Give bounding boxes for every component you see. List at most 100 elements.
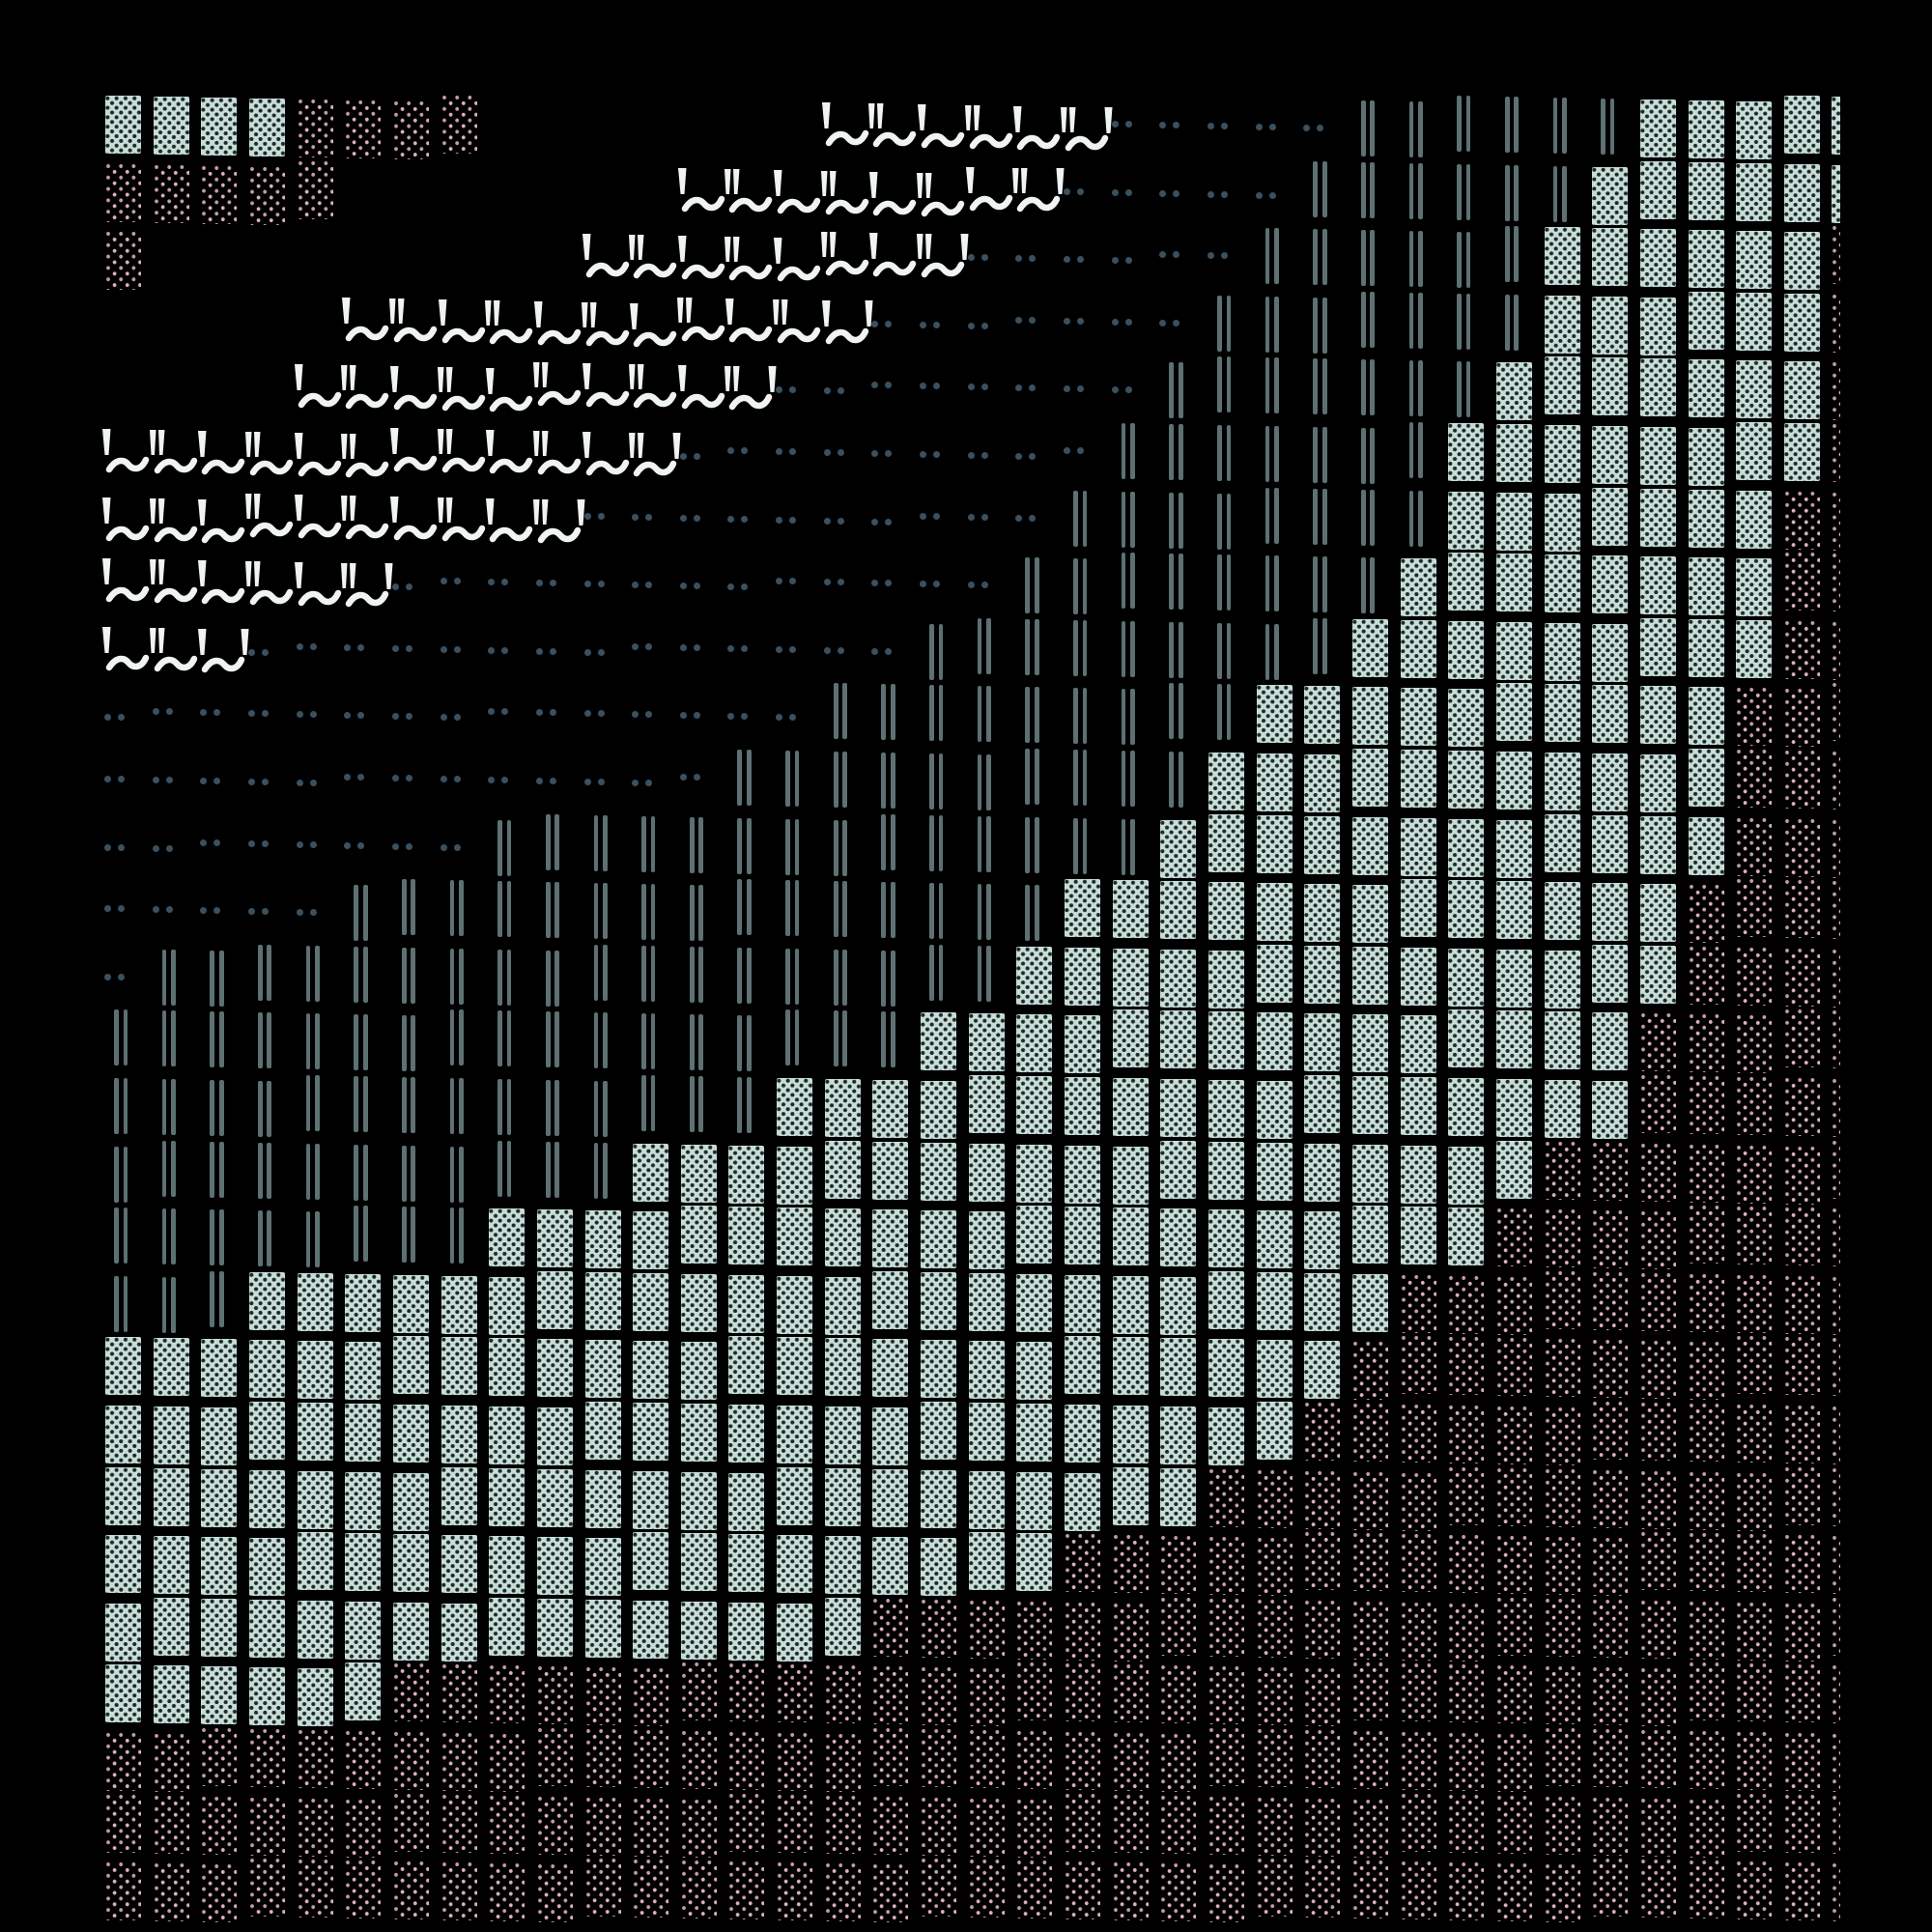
dot-pair-glyph bbox=[195, 878, 243, 944]
dense-teal-block bbox=[531, 1267, 580, 1333]
dense-teal-block bbox=[580, 1398, 628, 1463]
pink-stipple-block bbox=[963, 1795, 1011, 1861]
tilde-wave-glyph bbox=[387, 487, 438, 553]
double-bar-glyph bbox=[1298, 355, 1347, 420]
dense-teal-block bbox=[1251, 681, 1299, 747]
double-bar-glyph bbox=[339, 943, 387, 1009]
pink-stipple-block bbox=[1442, 1600, 1491, 1665]
dense-teal-block bbox=[1203, 1008, 1251, 1073]
pink-stipple-block bbox=[1347, 1468, 1395, 1534]
dense-teal-block bbox=[1059, 1469, 1107, 1535]
tilde-wave-glyph bbox=[1059, 98, 1113, 163]
dense-teal-block bbox=[819, 1334, 867, 1400]
pink-stipple-block bbox=[723, 1858, 771, 1923]
dot-pair-glyph bbox=[483, 679, 531, 745]
double-bar-glyph bbox=[292, 1140, 340, 1206]
double-bar-glyph bbox=[99, 1074, 148, 1140]
tilde-wave-glyph bbox=[723, 289, 773, 355]
tilde-wave-icon bbox=[437, 367, 485, 412]
dense-teal-block bbox=[1586, 163, 1634, 229]
double-bar-glyph bbox=[915, 941, 963, 1007]
tilde-wave-icon bbox=[341, 434, 389, 478]
dense-teal-block bbox=[1107, 1402, 1155, 1467]
dot-pair-glyph bbox=[243, 681, 292, 747]
dense-teal-block bbox=[819, 1464, 867, 1530]
tilde-wave-glyph bbox=[580, 422, 629, 488]
dense-teal-block bbox=[1586, 354, 1634, 419]
dense-teal-block bbox=[627, 1467, 675, 1533]
pink-stipple-block bbox=[483, 1662, 531, 1727]
pink-stipple-block bbox=[1826, 1860, 1840, 1925]
dense-teal-block bbox=[1298, 1337, 1347, 1403]
pink-stipple-block bbox=[1203, 1662, 1251, 1728]
dense-teal-block bbox=[771, 1600, 819, 1665]
double-bar-glyph bbox=[723, 1073, 771, 1139]
double-bar-glyph bbox=[1010, 745, 1059, 810]
dense-teal-block bbox=[1634, 96, 1683, 161]
tilde-wave-icon bbox=[629, 364, 677, 409]
dot-pair-glyph bbox=[580, 750, 628, 815]
dot-pair-glyph bbox=[771, 357, 819, 423]
tilde-wave-icon bbox=[869, 233, 917, 277]
double-bar-glyph bbox=[1442, 160, 1491, 226]
pink-stipple-block bbox=[387, 1790, 436, 1856]
pink-stipple-block bbox=[1395, 1469, 1443, 1535]
dense-teal-block bbox=[1683, 97, 1731, 162]
pink-stipple-block bbox=[1154, 1662, 1203, 1727]
dot-pair-glyph bbox=[723, 554, 771, 620]
double-bar-glyph bbox=[1395, 487, 1443, 553]
dense-teal-block bbox=[1539, 551, 1587, 616]
pink-stipple-block bbox=[1778, 1531, 1827, 1597]
dense-teal-block bbox=[675, 1598, 724, 1663]
double-bar-glyph bbox=[1491, 222, 1539, 288]
dot-pair-glyph bbox=[292, 614, 340, 680]
dense-teal-block bbox=[1010, 1141, 1059, 1207]
dense-teal-block bbox=[1586, 941, 1634, 1007]
pink-stipple-block bbox=[1778, 1600, 1827, 1665]
pink-stipple-block bbox=[723, 1728, 771, 1794]
pink-stipple-block bbox=[1586, 1139, 1634, 1205]
pink-stipple-block bbox=[1010, 1727, 1059, 1793]
pink-stipple-block bbox=[1730, 1660, 1778, 1725]
dot-pair-glyph bbox=[1203, 95, 1251, 159]
dense-teal-block bbox=[1683, 615, 1731, 681]
dot-pair-glyph bbox=[963, 355, 1011, 420]
double-bar-glyph bbox=[1107, 419, 1155, 485]
pink-stipple-block bbox=[1539, 1861, 1587, 1926]
pink-stipple-block bbox=[483, 1792, 531, 1858]
double-bar-glyph bbox=[531, 1138, 580, 1204]
tilde-wave-glyph bbox=[627, 294, 677, 359]
dense-teal-block bbox=[1010, 1010, 1059, 1076]
double-bar-glyph bbox=[148, 1273, 196, 1339]
double-bar-glyph bbox=[867, 947, 915, 1012]
double-bar-glyph bbox=[1203, 421, 1251, 487]
dot-pair-glyph bbox=[1059, 289, 1107, 355]
dense-teal-block bbox=[195, 1404, 243, 1469]
pink-stipple-block bbox=[1730, 1142, 1778, 1208]
tilde-wave-glyph bbox=[531, 490, 585, 555]
dense-teal-block bbox=[531, 1465, 580, 1531]
dense-teal-block bbox=[1730, 98, 1778, 163]
dense-teal-block bbox=[675, 1338, 724, 1404]
dense-teal-block bbox=[1634, 225, 1683, 291]
pink-stipple-block bbox=[1539, 1138, 1587, 1204]
tilde-wave-icon bbox=[342, 297, 389, 342]
dense-teal-block bbox=[1154, 1075, 1203, 1141]
dense-teal-block bbox=[1395, 875, 1443, 941]
pink-stipple-block bbox=[1203, 1465, 1251, 1531]
pink-stipple-block bbox=[1730, 875, 1778, 941]
dense-teal-block bbox=[99, 1333, 148, 1399]
dense-teal-block bbox=[963, 1140, 1011, 1206]
dense-teal-block bbox=[771, 1143, 819, 1208]
dense-teal-block bbox=[1826, 161, 1840, 227]
dense-teal-block bbox=[1826, 95, 1840, 158]
pink-stipple-block bbox=[819, 1730, 867, 1796]
double-bar-glyph bbox=[1298, 553, 1347, 618]
dot-pair-glyph bbox=[627, 682, 675, 748]
dense-teal-block bbox=[1491, 816, 1539, 882]
dot-pair-glyph bbox=[1010, 486, 1059, 552]
dense-teal-block bbox=[1203, 1206, 1251, 1271]
pink-stipple-block bbox=[1826, 291, 1840, 356]
pink-stipple-block bbox=[675, 1857, 724, 1922]
pink-stipple-block bbox=[292, 1856, 340, 1921]
